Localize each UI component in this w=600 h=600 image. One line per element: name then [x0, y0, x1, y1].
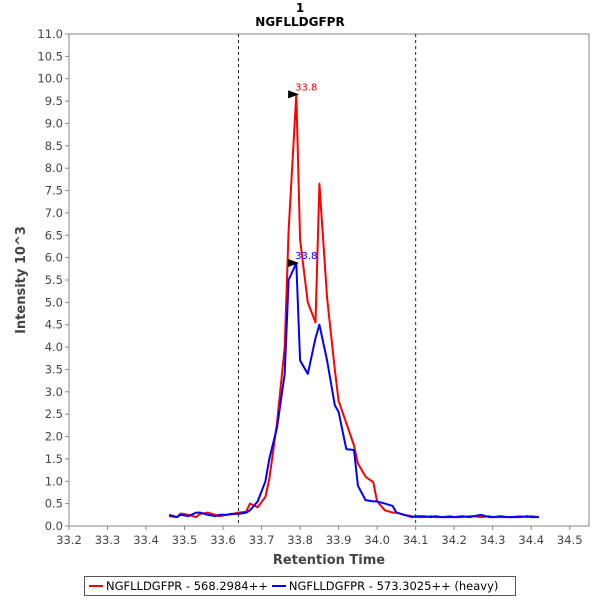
y-tick-label: 5.0: [45, 295, 63, 309]
series-layer: [168, 93, 540, 519]
boundary-lines: [237, 34, 417, 526]
legend-label-heavy: NGFLLDGFPR - 573.3025++ (heavy): [288, 579, 499, 593]
y-tick-label: 4.0: [45, 340, 63, 354]
x-tick-label: 33.3: [95, 533, 121, 547]
y-tick-label: 6.5: [45, 228, 63, 242]
y-tick-label: 10.0: [37, 72, 63, 86]
y-tick-label: 0.5: [45, 497, 63, 511]
legend-label-light: NGFLLDGFPR - 568.2984++: [106, 579, 268, 593]
x-tick-label: 33.6: [210, 533, 236, 547]
y-tick-label: 4.5: [45, 318, 63, 332]
peak-annotations: 33.8 33.8: [288, 82, 317, 268]
legend-item-heavy: NGFLLDGFPR - 573.3025++ (heavy): [271, 579, 499, 593]
x-tick-label: 34.0: [364, 533, 390, 547]
x-tick-label: 34.4: [518, 533, 544, 547]
y-tick-label: 6.0: [45, 251, 63, 265]
x-axis: 33.2 33.3 33.4 33.5 33.6 33.7 33.8 33.9 34.0 34.1…: [56, 526, 583, 547]
x-tick-label: 33.8: [287, 533, 313, 547]
y-tick-label: 11.0: [37, 27, 63, 41]
y-tick-label: 0.0: [45, 519, 63, 533]
legend: NGFLLDGFPR - 568.2984++ NGFLLDGFPR - 573…: [84, 576, 516, 596]
chart-subtitle: NGFLLDGFPR: [255, 15, 344, 29]
x-tick-label: 34.5: [557, 533, 583, 547]
legend-swatch-blue: [271, 585, 286, 587]
y-tick-label: 2.5: [45, 407, 63, 421]
x-tick-label: 34.1: [403, 533, 429, 547]
plot-area: [68, 33, 590, 527]
y-tick-label: 5.5: [45, 273, 63, 287]
x-tick-label: 33.4: [133, 533, 159, 547]
y-tick-label: 8.5: [45, 139, 63, 153]
y-tick-label: 9.0: [45, 116, 63, 130]
y-tick-label: 9.5: [45, 94, 63, 108]
y-tick-label: 7.5: [45, 184, 63, 198]
series-line-heavy: [168, 262, 539, 519]
y-axis-title: Intensity 10^3: [14, 226, 29, 334]
y-tick-label: 10.5: [37, 49, 63, 63]
y-tick-label: 8.0: [45, 161, 63, 175]
chart-title: 1: [296, 1, 304, 15]
y-axis: 0.0 0.5 1.0 1.5 2.0 2.5 3.0 3.5 4.0 4.5 5.0 5.5 6.0 6…: [37, 27, 69, 533]
legend-swatch-red: [89, 585, 103, 587]
x-tick-label: 33.2: [56, 533, 82, 547]
y-tick-label: 1.0: [45, 474, 63, 488]
x-axis-title: Retention Time: [273, 553, 385, 568]
y-tick-label: 3.0: [45, 385, 63, 399]
peak-arrow-icon: [288, 259, 300, 268]
x-tick-label: 33.7: [249, 533, 275, 547]
y-tick-label: 3.5: [45, 362, 63, 376]
x-tick-label: 33.9: [326, 533, 352, 547]
peak-label: 33.8: [295, 251, 317, 262]
peak-label: 33.8: [295, 82, 317, 93]
y-tick-label: 2.0: [45, 430, 63, 444]
y-tick-label: 7.0: [45, 206, 63, 220]
x-tick-label: 34.3: [480, 533, 506, 547]
x-tick-label: 33.5: [172, 533, 198, 547]
peak-arrow-icon: [288, 90, 300, 99]
y-tick-label: 1.5: [45, 452, 63, 466]
x-tick-label: 34.2: [441, 533, 467, 547]
legend-item-light: NGFLLDGFPR - 568.2984++: [89, 579, 268, 593]
